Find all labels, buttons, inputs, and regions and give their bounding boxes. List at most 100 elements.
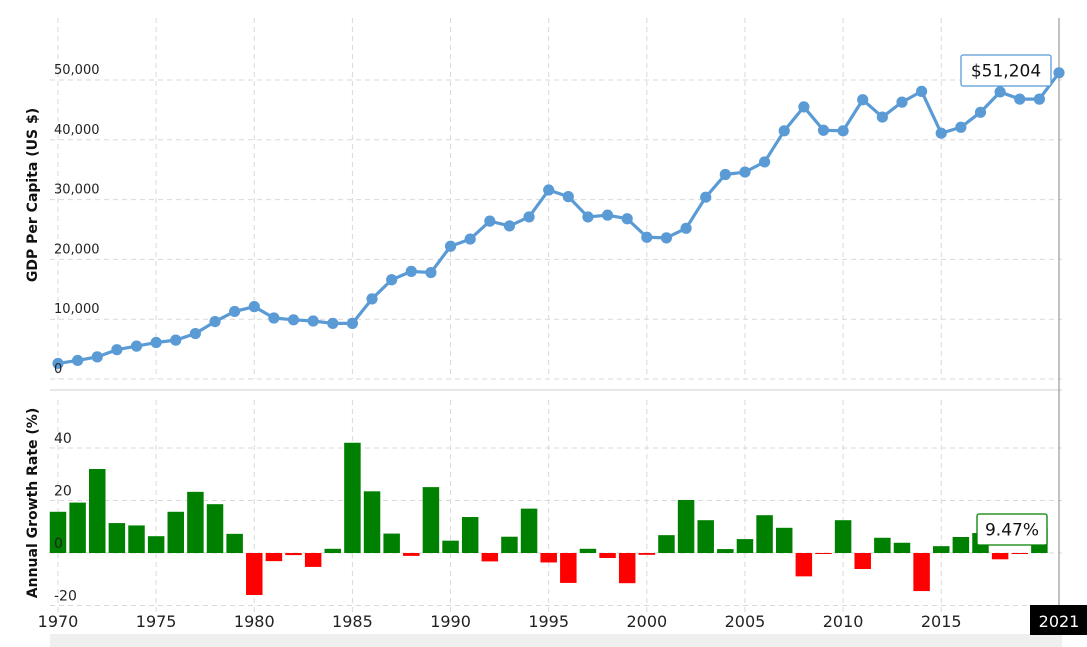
growth-bar: [344, 442, 361, 553]
growth-bar: [677, 499, 695, 553]
line-y-tick-label: 50,000: [54, 63, 100, 78]
growth-bar: [187, 491, 204, 553]
gdp-point: [346, 317, 359, 329]
growth-bar: [403, 553, 420, 556]
gdp-line: [57, 71, 1061, 366]
gdp-point: [935, 127, 947, 139]
label-layer: 0 10,000 20,000 30,000 40,000 50,000 -20 0 20 40 G…: [25, 63, 1087, 635]
gdp-point: [52, 357, 64, 370]
bar-y-tick-label: 40: [54, 431, 72, 447]
growth-bar: [246, 553, 263, 595]
growth-bar: [167, 511, 185, 553]
gdp-point: [758, 156, 771, 168]
growth-bar: [501, 536, 518, 553]
line-y-tick-label: 40,000: [54, 123, 100, 138]
line-y-tick-label: 30,000: [54, 183, 100, 198]
growth-bar: [756, 515, 773, 553]
gdp-point: [268, 312, 280, 324]
x-highlight-box: [1030, 605, 1087, 635]
gdp-point: [798, 101, 810, 113]
growth-bar: [540, 553, 557, 563]
growth-bar: [442, 540, 459, 553]
gdp-point: [876, 111, 888, 123]
growth-bar: [383, 533, 400, 553]
gdp-point: [739, 166, 751, 178]
gdp-point: [464, 233, 476, 245]
growth-bar: [815, 553, 832, 554]
growth-bar: [285, 553, 302, 556]
growth-bar: [108, 523, 126, 553]
line-y-tick-label: 20,000: [54, 242, 100, 257]
gdp-point: [484, 215, 496, 227]
growth-bar: [717, 549, 734, 553]
bar-y-axis-title: Annual Growth Rate (%): [25, 408, 41, 598]
gdp-point: [523, 211, 535, 223]
gdp-point: [111, 344, 123, 356]
gdp-point: [503, 220, 516, 232]
growth-bar: [697, 520, 714, 553]
x-tick-label: 1985: [332, 612, 373, 631]
growth-bar: [265, 553, 283, 562]
gdp-point: [837, 125, 849, 137]
growth-bar: [991, 553, 1009, 560]
gdp-point: [1053, 67, 1065, 79]
growth-bar: [874, 537, 891, 553]
growth-bar: [560, 553, 577, 583]
x-tick-label: 1970: [38, 612, 79, 631]
x-tick-label: 1980: [234, 612, 275, 631]
x-tick-label: 1975: [136, 612, 177, 631]
gdp-point: [582, 211, 594, 223]
bar-y-tick-label: 0: [54, 536, 63, 552]
growth-bar: [89, 469, 106, 553]
gdp-point: [444, 240, 457, 252]
growth-bar: [952, 536, 970, 553]
gdp-callout-box: [960, 54, 1052, 87]
gdp-point: [680, 222, 692, 234]
x-tick-label: 1995: [528, 612, 569, 631]
x-tick-label: 2000: [626, 612, 667, 631]
x-tick-label: 2015: [921, 612, 962, 631]
gdp-point: [955, 121, 967, 133]
gdp-point: [896, 96, 908, 108]
growth-callout-box: [976, 513, 1048, 546]
x-tick-label: 2005: [725, 612, 766, 631]
gdp-point: [248, 301, 260, 313]
line-y-axis-title: GDP Per Capita (US $): [25, 108, 41, 282]
growth-bar: [618, 553, 636, 584]
growth-bar: [49, 511, 67, 553]
growth-bar: [422, 487, 440, 553]
growth-bar: [579, 548, 597, 553]
x-highlight-label: 2021: [1039, 612, 1080, 631]
gdp-point: [641, 231, 653, 243]
gdp-point: [974, 106, 987, 118]
gdp-point: [621, 213, 633, 225]
growth-bar: [324, 548, 342, 553]
line-y-tick-label: 0: [54, 362, 62, 377]
x-axis-band: [50, 634, 1062, 647]
growth-bar-layer: [49, 442, 1048, 595]
bar-y-tick-label: 20: [54, 484, 72, 500]
growth-bar: [1011, 553, 1028, 554]
gdp-point: [170, 334, 182, 346]
gdp-point: [327, 317, 339, 329]
gdp-point: [700, 191, 712, 203]
gdp-point: [209, 315, 221, 328]
growth-bar: [206, 504, 224, 553]
growth-bar: [69, 502, 86, 553]
gdp-point: [916, 85, 928, 97]
gdp-line-layer: [52, 67, 1065, 370]
growth-bar: [854, 553, 871, 570]
gdp-point: [91, 351, 103, 363]
gdp-point: [405, 265, 417, 277]
growth-bar: [834, 520, 852, 553]
gdp-point: [719, 168, 731, 181]
growth-bar: [658, 535, 675, 553]
gdp-callout-text: $51,204: [971, 62, 1041, 82]
growth-bar: [461, 517, 479, 553]
gdp-point: [72, 354, 84, 367]
gdp-point: [660, 232, 673, 244]
growth-bar: [520, 508, 538, 553]
x-tick-label: 1990: [430, 612, 471, 631]
growth-bar: [932, 546, 950, 553]
line-y-tick-label: 10,000: [54, 302, 100, 317]
